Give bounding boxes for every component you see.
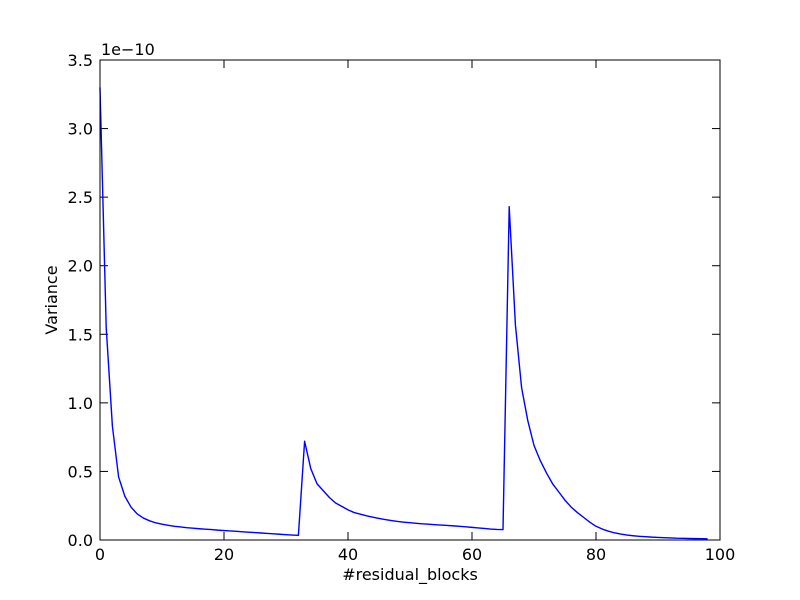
y-tick-label: 0.5 (68, 462, 93, 481)
plot-background (100, 60, 720, 540)
x-tick-labels: 0 20 40 60 80 100 (95, 545, 735, 564)
y-axis-label: Variance (42, 265, 61, 334)
y-tick-label: 3.0 (68, 120, 93, 139)
y-tick-label: 0.0 (68, 531, 93, 550)
y-tick-label: 1.5 (68, 325, 93, 344)
y-offset-label: 1e−10 (101, 40, 155, 59)
series-line (99, 87, 708, 540)
y-tick-labels: 0.0 0.5 1.0 1.5 2.0 2.5 3.0 3.5 (68, 51, 93, 550)
x-tick-label: 0 (95, 545, 105, 564)
x-tick-label: 60 (462, 545, 482, 564)
y-tick-label: 1.0 (68, 394, 93, 413)
x-tick-label: 40 (338, 545, 358, 564)
x-axis-label: #residual_blocks (342, 565, 478, 585)
y-tick-label: 2.0 (68, 257, 93, 276)
plot-frame (99, 59, 721, 541)
x-tick-label: 80 (586, 545, 606, 564)
y-tick-label: 2.5 (68, 188, 93, 207)
x-tick-label: 100 (705, 545, 736, 564)
y-tick-label: 3.5 (68, 51, 93, 70)
x-tick-label: 20 (214, 545, 234, 564)
